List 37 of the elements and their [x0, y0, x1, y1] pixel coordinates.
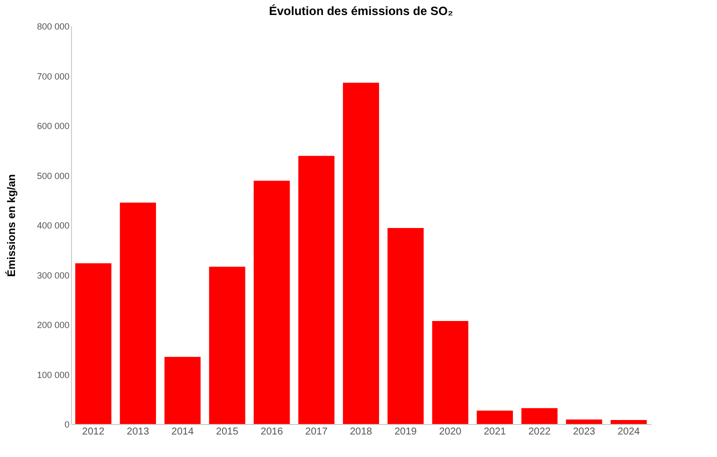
y-tick-label: 200 000 — [36, 320, 70, 330]
x-tick-label: 2015 — [216, 426, 239, 438]
bar — [164, 356, 201, 424]
bar — [476, 410, 513, 424]
bar — [566, 420, 602, 424]
bar — [120, 202, 156, 424]
x-tick-label: 2021 — [484, 426, 506, 438]
y-tick-label: 600 000 — [36, 121, 70, 131]
bar — [432, 321, 468, 424]
bar — [342, 82, 380, 424]
bar — [298, 156, 334, 424]
x-tick-label: 2020 — [439, 426, 462, 438]
bar — [521, 408, 558, 424]
y-tick-label: 300 000 — [36, 270, 70, 280]
y-tick-label: 0 — [64, 420, 70, 430]
x-tick-label: 2019 — [394, 426, 418, 438]
bar — [610, 420, 647, 424]
x-tick-label: 2014 — [171, 426, 194, 438]
x-tick-label: 2017 — [305, 426, 328, 438]
y-tick-label: 400 000 — [36, 220, 70, 230]
x-tick-label: 2016 — [260, 426, 284, 438]
y-axis-title: Émissions en kg/an — [4, 174, 18, 277]
bar — [209, 266, 246, 424]
bar — [388, 228, 424, 424]
chart-title: Évolution des émissions de SO₂ — [268, 4, 454, 18]
y-tick-label: 800 000 — [36, 22, 70, 32]
x-tick-label: 2013 — [126, 426, 150, 438]
bar — [254, 180, 290, 424]
x-tick-label: 2022 — [528, 426, 552, 438]
x-tick-label: 2023 — [572, 426, 596, 438]
bar — [75, 263, 112, 424]
y-tick-label: 500 000 — [36, 170, 70, 181]
x-tick-label: 2024 — [618, 426, 640, 438]
x-tick-label: 2012 — [82, 426, 105, 438]
y-tick-label: 700 000 — [36, 71, 70, 82]
x-tick-label: 2018 — [350, 426, 373, 438]
y-tick-label: 100 000 — [36, 370, 70, 380]
